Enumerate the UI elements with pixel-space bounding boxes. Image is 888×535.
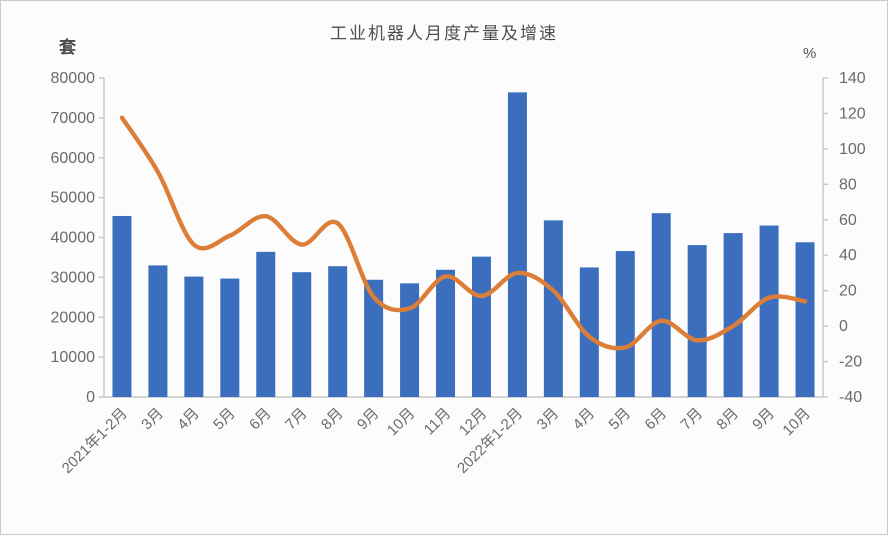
production-bar [687,245,707,397]
production-bar [579,267,599,397]
production-bar [651,213,671,397]
x-axis-category-label: 9月 [749,405,778,434]
production-bar [507,92,527,397]
right-axis-tick-label: 0 [839,318,848,335]
left-axis-tick-label: 40000 [51,230,96,247]
left-axis-tick-label: 30000 [51,269,96,286]
production-bar [723,233,743,397]
x-axis-category-label: 10月 [779,405,813,439]
production-bar [615,251,635,397]
production-bar [759,225,779,397]
right-axis-unit-label: % [803,45,817,62]
left-axis-tick-label: 20000 [51,309,96,326]
x-axis-category-label: 5月 [210,405,239,434]
x-axis-category-label: 4月 [174,405,203,434]
production-bar [292,272,312,397]
x-axis-category-label: 11月 [421,405,455,439]
right-axis-tick-label: 140 [839,70,866,87]
x-axis-category-label: 2021年1-2月 [59,405,131,477]
production-bar [184,276,204,397]
x-axis-category-label: 2022年1-2月 [454,405,526,477]
production-bar [400,283,420,397]
right-axis-tick-label: 40 [839,247,857,264]
left-axis-tick-label: 50000 [51,190,96,207]
production-bar [436,269,456,397]
x-axis-category-label: 8月 [318,405,347,434]
left-axis-tick-label: 60000 [51,150,96,167]
production-bar [795,242,815,397]
production-bar [471,256,491,397]
right-axis-tick-label: 60 [839,212,857,229]
x-axis-category-label: 10月 [384,405,418,439]
x-axis-category-label: 9月 [354,405,383,434]
chart-title: 工业机器人月度产量及增速 [330,24,558,43]
left-axis-tick-label: 70000 [51,110,96,127]
production-bar [148,265,168,397]
x-axis-category-label: 7月 [677,405,706,434]
left-axis-unit-label: 套 [59,38,76,57]
right-axis-tick-label: -20 [839,354,862,371]
x-axis-category-label: 8月 [713,405,742,434]
production-bar [220,278,240,397]
x-axis-category-label: 3月 [138,405,167,434]
x-axis-category-label: 7月 [282,405,311,434]
right-axis-tick-label: 80 [839,176,857,193]
production-bar [112,215,132,397]
production-bar [256,251,276,397]
left-axis-tick-label: 80000 [51,70,96,87]
right-axis-tick-label: 120 [839,105,866,122]
left-axis-tick-label: 10000 [51,349,96,366]
production-bar [543,220,563,397]
x-axis-category-label: 6月 [642,405,671,434]
x-axis-category-label: 5月 [606,405,635,434]
production-bar [328,266,348,397]
right-axis-tick-label: 20 [839,283,857,300]
x-axis-category-label: 3月 [534,405,563,434]
left-axis-tick-label: 0 [86,389,95,406]
x-axis-category-label: 6月 [246,405,275,434]
production-bar [364,279,384,397]
right-axis-tick-label: 100 [839,141,866,158]
right-axis-tick-label: -40 [839,389,862,406]
x-axis-category-label: 4月 [570,405,599,434]
growth-rate-line [119,115,808,351]
